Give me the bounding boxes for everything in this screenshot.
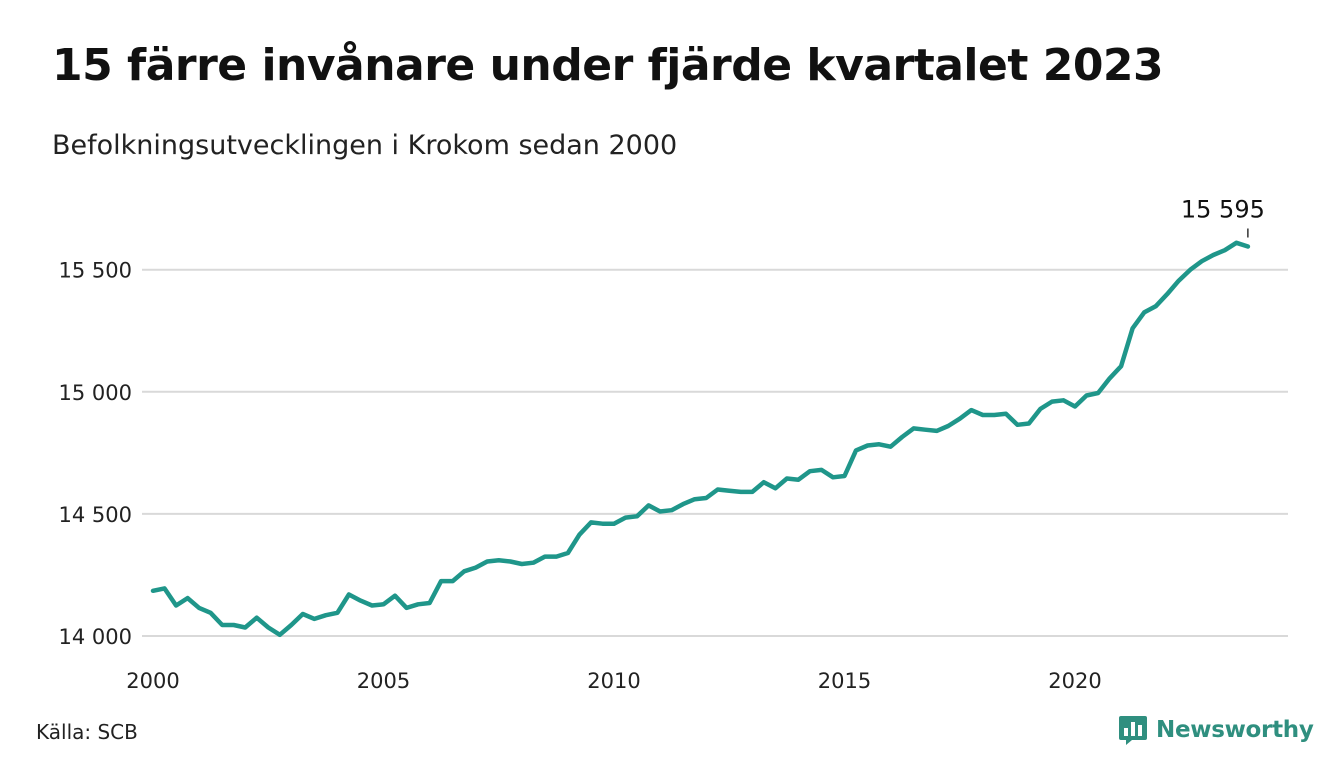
x-tick-label: 2005 xyxy=(357,669,410,693)
y-tick-label: 14 500 xyxy=(59,503,132,527)
x-tick-label: 2010 xyxy=(587,669,640,693)
x-tick-label: 2000 xyxy=(126,669,179,693)
chart-subtitle: Befolkningsutvecklingen i Krokom sedan 2… xyxy=(52,130,678,161)
brand-logo[interactable]: Newsworthy xyxy=(1118,714,1314,746)
y-axis: 14 000 14 500 15 000 15 500 xyxy=(59,259,132,649)
y-tick-label: 15 500 xyxy=(59,259,132,283)
source-note: Källa: SCB xyxy=(36,720,138,744)
annotation-label: 15 595 xyxy=(1181,196,1265,224)
x-tick-label: 2015 xyxy=(818,669,871,693)
y-tick-label: 15 000 xyxy=(59,381,132,405)
x-axis: 2000 2005 2010 2015 2020 xyxy=(126,669,1101,693)
newsworthy-logo-icon xyxy=(1119,716,1147,745)
series-line xyxy=(150,240,1251,638)
x-tick-label: 2020 xyxy=(1048,669,1101,693)
gridlines xyxy=(142,268,1288,637)
chart-title: 15 färre invånare under fjärde kvartalet… xyxy=(52,40,1164,91)
brand-name: Newsworthy xyxy=(1156,717,1314,743)
last-value-annotation: 15 595 xyxy=(1181,196,1265,238)
y-tick-label: 14 000 xyxy=(59,625,132,649)
